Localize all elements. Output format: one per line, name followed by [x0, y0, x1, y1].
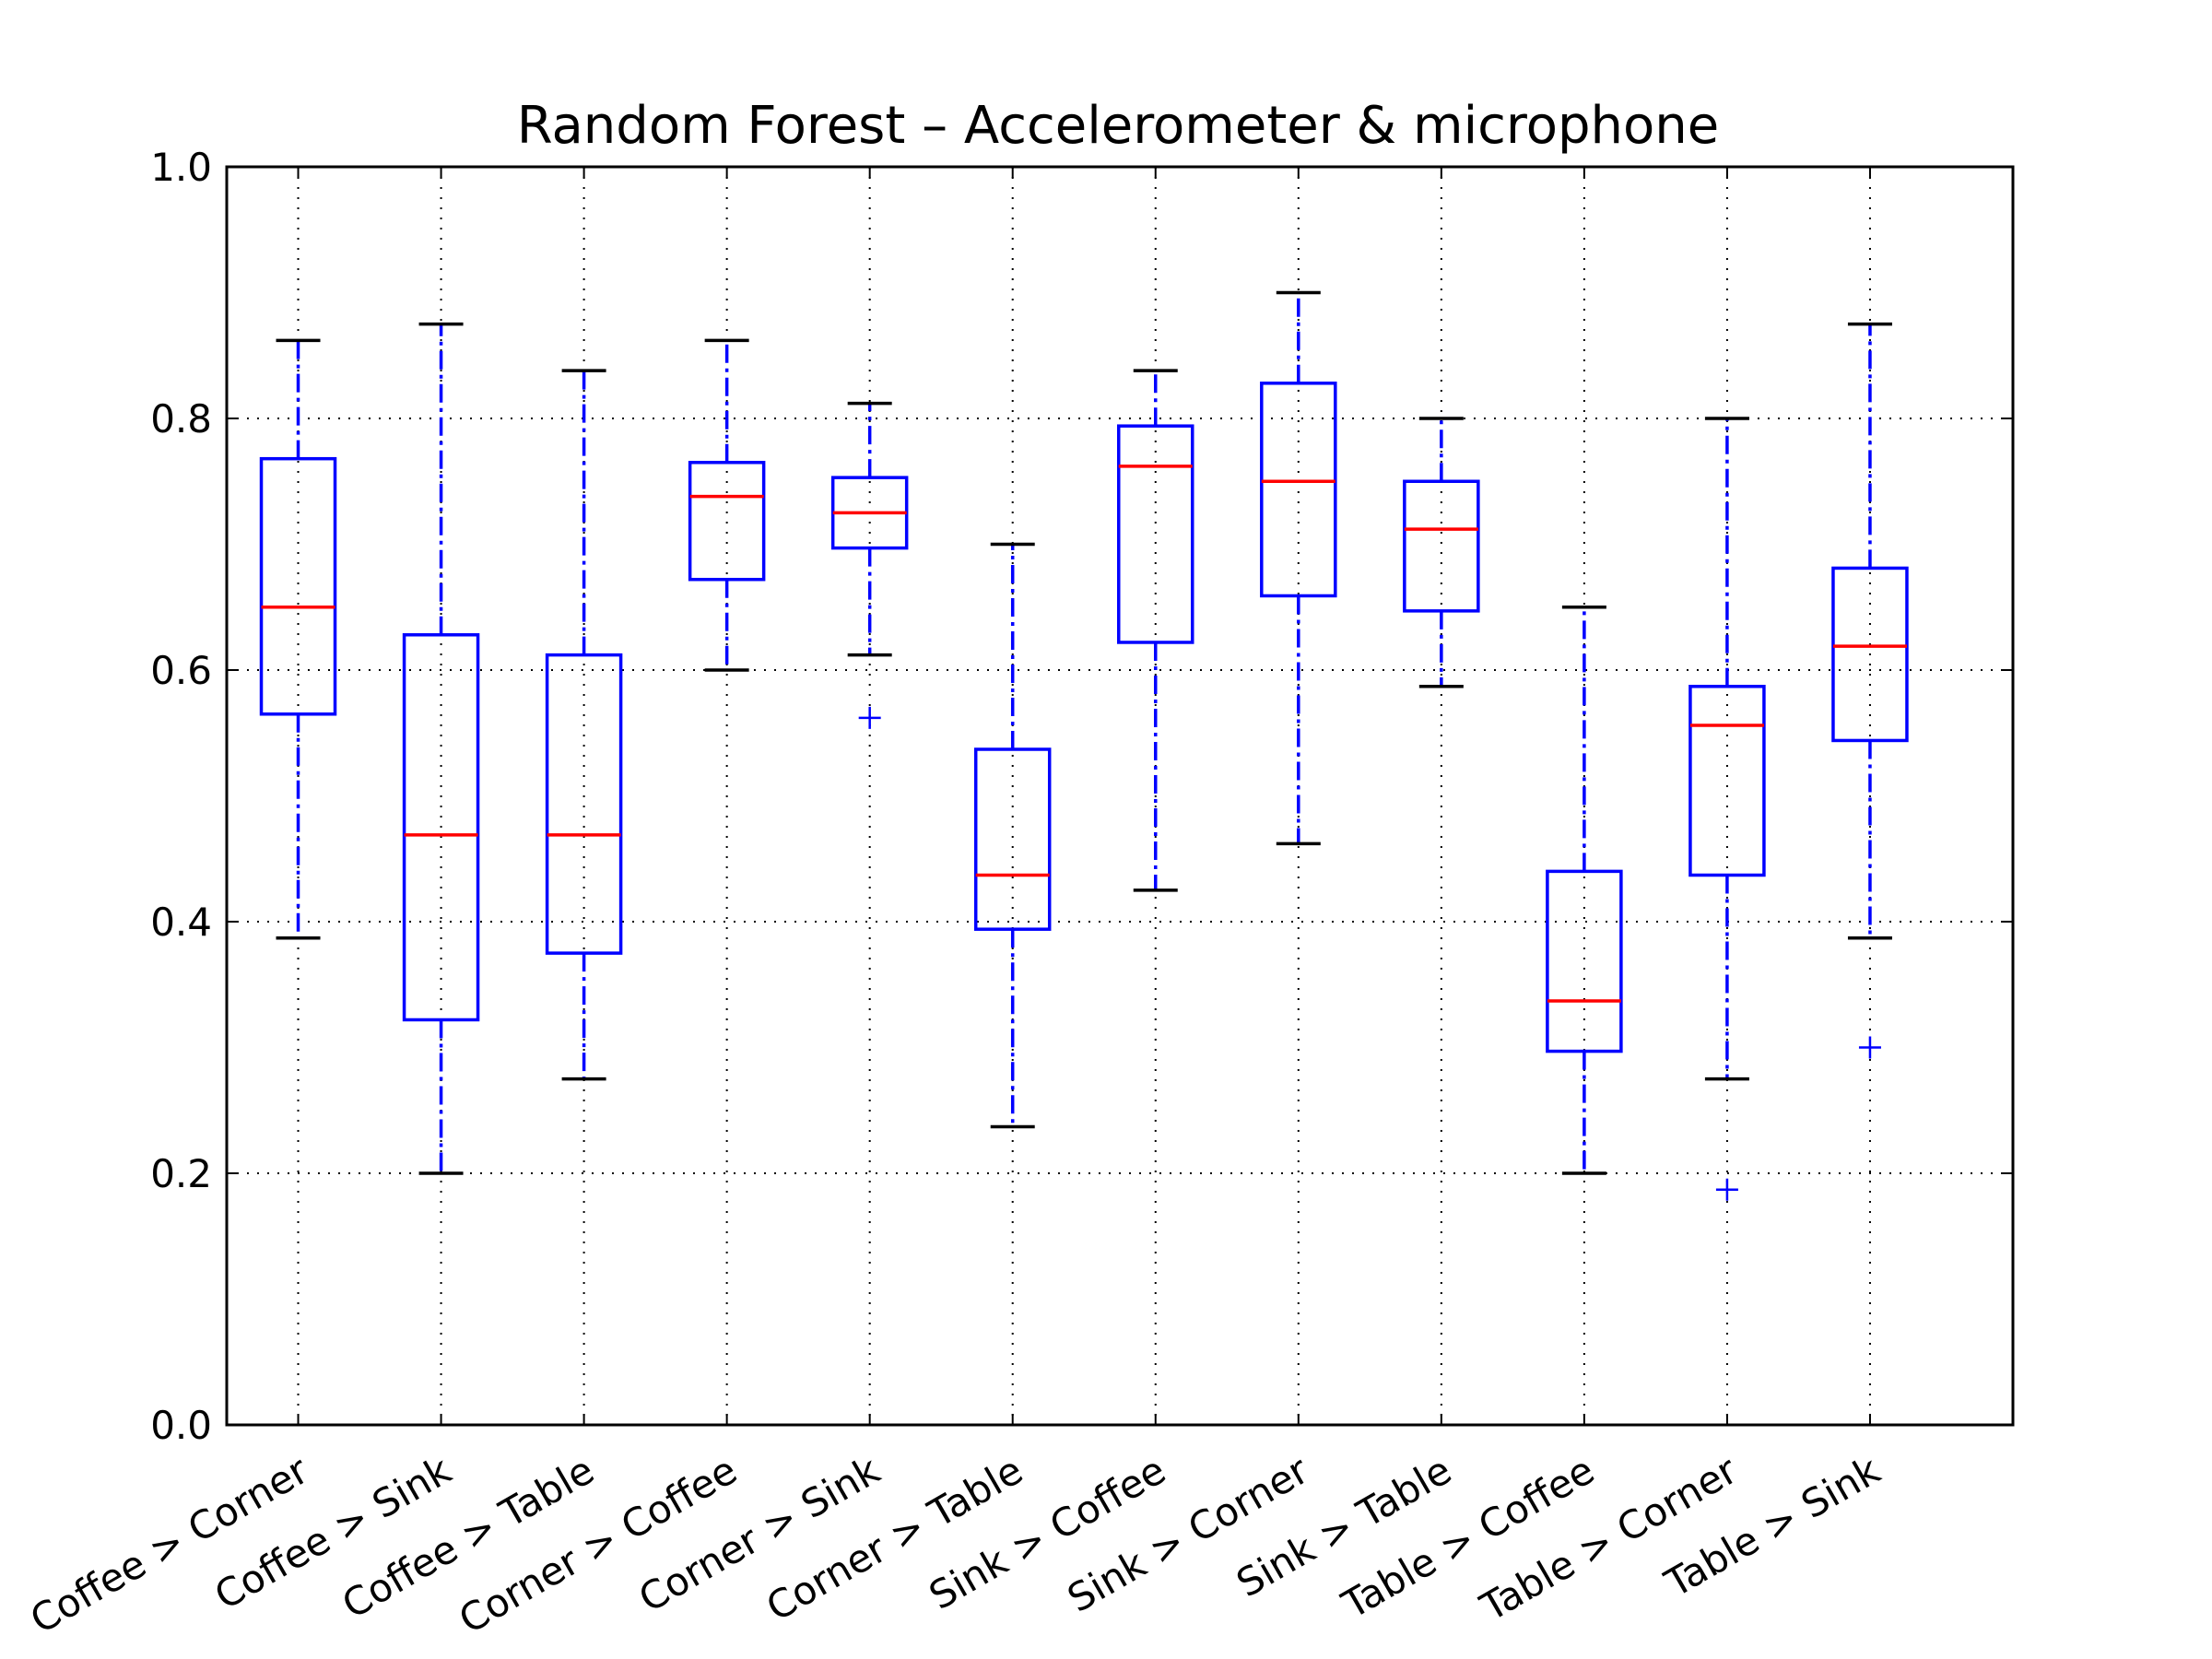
box-group	[545, 369, 623, 1081]
grid-lines	[227, 167, 2013, 1425]
iqr-box	[688, 461, 766, 582]
x-tick-label: Table > Coffee	[1334, 1447, 1601, 1628]
iqr-box	[1831, 566, 1909, 743]
axis-ticks	[227, 166, 2013, 1426]
iqr-box	[1117, 424, 1194, 644]
box-group	[1831, 322, 1909, 1059]
box-group	[1688, 417, 1766, 1201]
box-group	[688, 338, 766, 672]
box-group	[830, 401, 909, 729]
y-tick-label: 0.4	[150, 900, 212, 945]
iqr-box	[1260, 382, 1337, 598]
y-tick-label: 1.0	[150, 145, 212, 190]
iqr-box	[1546, 869, 1623, 1053]
iqr-box	[1403, 479, 1480, 613]
x-tick-label: Corner > Sink	[631, 1447, 888, 1621]
box-group	[1403, 417, 1480, 688]
y-tick-label: 0.6	[150, 648, 212, 693]
iqr-box	[259, 456, 337, 716]
y-tick-labels: 0.0 0.2 0.4 0.6 0.8 1.0	[150, 145, 212, 1448]
y-tick-label: 0.0	[150, 1403, 212, 1448]
x-tick-label: Coffee > Sink	[207, 1447, 459, 1618]
plot-frame	[225, 165, 2015, 1427]
x-tick-label: Sink > Coffee	[922, 1447, 1173, 1618]
box-group	[402, 322, 480, 1175]
y-tick-label: 0.2	[150, 1151, 212, 1196]
chart-title: Random Forest – Accelerometer & micropho…	[517, 96, 1719, 156]
box-group	[1260, 290, 1337, 846]
y-tick-label: 0.8	[150, 396, 212, 441]
iqr-box	[402, 633, 480, 1022]
box-group	[973, 542, 1052, 1129]
box-series	[259, 290, 1909, 1201]
x-tick-label: Sink > Corner	[1060, 1447, 1316, 1621]
box-group	[1546, 606, 1623, 1175]
x-tick-label: Corner > Table	[759, 1447, 1030, 1630]
iqr-box	[973, 747, 1052, 931]
box-group	[259, 338, 337, 940]
box-group	[1117, 369, 1194, 892]
iqr-box	[1688, 684, 1766, 877]
iqr-box	[545, 653, 623, 955]
x-tick-label: Table > Corner	[1473, 1447, 1746, 1630]
